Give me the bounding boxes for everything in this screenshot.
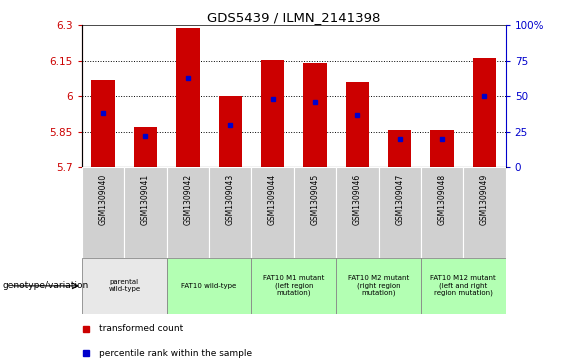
Bar: [473, 58, 496, 167]
Text: FAT10 M1 mutant
(left region
mutation): FAT10 M1 mutant (left region mutation): [263, 276, 324, 296]
Text: GSM1309046: GSM1309046: [353, 174, 362, 225]
Text: GSM1309043: GSM1309043: [226, 174, 234, 225]
Text: GSM1309049: GSM1309049: [480, 174, 489, 225]
Text: transformed count: transformed count: [99, 324, 183, 333]
Text: percentile rank within the sample: percentile rank within the sample: [99, 349, 252, 358]
Text: GSM1309041: GSM1309041: [141, 174, 150, 225]
Bar: [379, 167, 421, 258]
Text: parental
wild-type: parental wild-type: [108, 280, 140, 292]
Bar: [346, 82, 369, 167]
Text: FAT10 wild-type: FAT10 wild-type: [181, 283, 237, 289]
Text: GSM1309040: GSM1309040: [99, 174, 107, 225]
Bar: [176, 28, 199, 167]
Bar: [336, 167, 379, 258]
Text: GSM1309047: GSM1309047: [396, 174, 404, 225]
Text: GSM1309048: GSM1309048: [438, 174, 446, 225]
Bar: [82, 258, 167, 314]
Bar: [294, 167, 336, 258]
Text: FAT10 M12 mutant
(left and right
region mutation): FAT10 M12 mutant (left and right region …: [431, 276, 496, 296]
Bar: [167, 167, 209, 258]
Bar: [124, 167, 167, 258]
Text: genotype/variation: genotype/variation: [3, 281, 89, 290]
Bar: [209, 167, 251, 258]
Text: GSM1309044: GSM1309044: [268, 174, 277, 225]
Bar: [303, 63, 327, 167]
Bar: [261, 60, 284, 167]
Bar: [134, 127, 157, 167]
Bar: [421, 167, 463, 258]
Bar: [92, 79, 115, 167]
Bar: [251, 258, 336, 314]
Bar: [251, 167, 294, 258]
Text: FAT10 M2 mutant
(right region
mutation): FAT10 M2 mutant (right region mutation): [348, 276, 409, 296]
Bar: [167, 258, 251, 314]
Bar: [463, 167, 506, 258]
Bar: [219, 96, 242, 167]
Text: GSM1309045: GSM1309045: [311, 174, 319, 225]
Title: GDS5439 / ILMN_2141398: GDS5439 / ILMN_2141398: [207, 11, 380, 24]
Bar: [388, 130, 411, 167]
Bar: [82, 167, 124, 258]
Bar: [421, 258, 506, 314]
Text: GSM1309042: GSM1309042: [184, 174, 192, 225]
Bar: [336, 258, 421, 314]
Bar: [431, 130, 454, 167]
